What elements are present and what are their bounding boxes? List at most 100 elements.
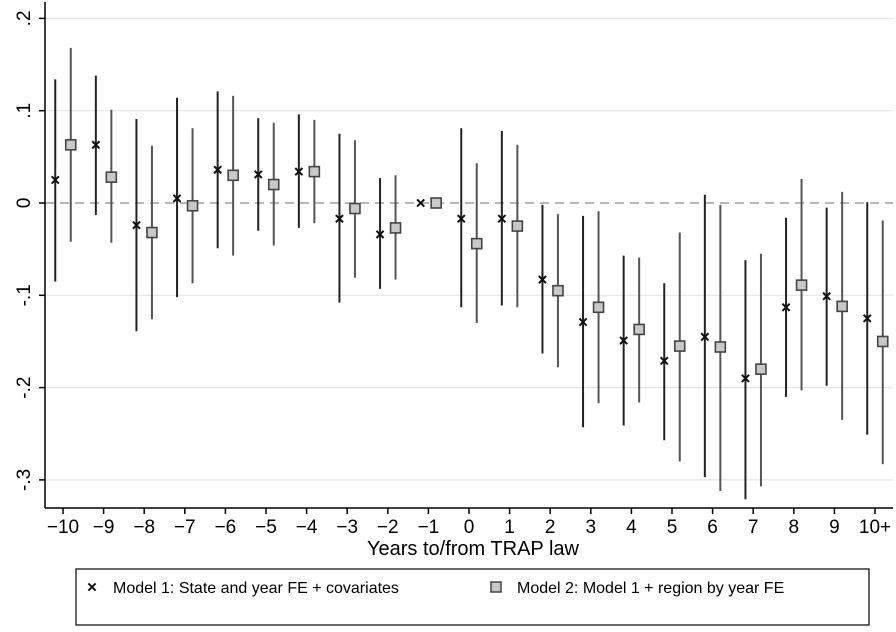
point-series2-8: [389, 222, 402, 234]
point-series1-19: [822, 291, 831, 301]
point-series2-16: [714, 341, 727, 353]
x-stroke-b: [862, 314, 872, 323]
x-tick-label-1: −9: [93, 517, 115, 538]
x-stroke-b: [172, 194, 182, 203]
x-stroke-b: [456, 214, 466, 223]
legend-label-series1: Model 1: State and year FE + covariates: [113, 580, 399, 597]
legend-box: [75, 568, 870, 626]
x-stroke-b: [294, 167, 304, 176]
legend-marker-square-icon: [490, 581, 502, 593]
point-estimates: [50, 139, 889, 383]
legend-label-series2: Model 2: Model 1 + region by year FE: [517, 580, 784, 597]
x-stroke-b: [213, 165, 222, 175]
x-tick-label-14: 4: [626, 517, 637, 538]
x-stroke-b: [659, 356, 669, 366]
point-series2-11: [511, 220, 524, 232]
x-tick-label-15: 5: [667, 517, 678, 538]
point-series1-10: [456, 214, 466, 223]
y-tick-label-3: -.1: [14, 284, 35, 306]
x-tick-label-10: 0: [464, 517, 475, 538]
x-stroke-b: [538, 275, 547, 284]
x-stroke-b: [822, 291, 831, 301]
y-tick-label-0: .2: [14, 10, 35, 26]
point-series2-10: [470, 237, 483, 250]
x-tick-label-19: 9: [829, 517, 840, 538]
point-series1-16: [700, 332, 710, 342]
y-tick-label-4: -.2: [14, 377, 35, 399]
x-tick-label-0: −10: [47, 517, 79, 538]
point-series1-3: [172, 194, 182, 203]
point-series1-6: [294, 167, 304, 176]
x-tick-label-20: 10+: [859, 517, 891, 538]
point-series1-15: [659, 356, 669, 366]
x-tick-label-3: −7: [174, 517, 196, 538]
x-tick-label-5: −5: [255, 517, 277, 538]
y-tick-label-1: .1: [14, 103, 35, 119]
x-tick-label-7: −3: [336, 517, 358, 538]
point-series1-5: [253, 170, 263, 179]
point-series2-12: [552, 284, 564, 297]
point-series2-19: [836, 300, 848, 313]
x-tick-label-8: −2: [377, 517, 399, 538]
point-series2-4: [227, 169, 239, 182]
point-series2-3: [186, 199, 199, 212]
x-tick-label-9: −1: [418, 517, 440, 538]
x-tick-label-12: 2: [545, 517, 556, 538]
legend-marker-x-icon: [87, 582, 97, 592]
point-series2-18: [795, 279, 808, 291]
point-series1-11: [497, 214, 507, 223]
x-tick-label-2: −8: [133, 517, 155, 538]
point-series2-20: [876, 335, 889, 348]
point-series1-20: [862, 314, 872, 323]
x-tick-label-16: 6: [707, 517, 718, 538]
x-stroke-b: [700, 332, 710, 342]
point-series1-2: [132, 220, 141, 230]
legend: Model 1: State and year FE + covariates M…: [75, 568, 870, 626]
x-stroke-b: [416, 198, 425, 208]
x-stroke-b: [50, 175, 60, 185]
point-series1-9: [416, 198, 425, 208]
point-series1-14: [619, 336, 628, 345]
point-series2-1: [105, 171, 118, 183]
y-tick-label-2: 0: [14, 198, 35, 209]
axes: .2.10-.1-.2-.3−10 −9 −8 −7 −6 −5 −4 −3 −2 −1 0 1 2 3 4…: [14, 2, 893, 538]
point-series1-1: [91, 140, 101, 150]
x-stroke-b: [741, 374, 750, 383]
point-series2-15: [673, 340, 686, 352]
x-stroke-b: [132, 220, 141, 230]
x-stroke-b: [335, 214, 344, 223]
point-series2-0: [64, 139, 77, 151]
point-series1-12: [538, 275, 547, 284]
point-series2-13: [592, 301, 605, 314]
x-stroke-b: [91, 140, 101, 150]
x-axis-label: Years to/from TRAP law: [367, 538, 580, 560]
point-series1-17: [741, 374, 750, 383]
point-series2-17: [755, 363, 767, 375]
x-tick-label-17: 7: [748, 517, 759, 538]
x-stroke-b: [619, 336, 628, 345]
legend-x-b: [87, 582, 97, 592]
point-series1-4: [213, 165, 222, 175]
x-tick-label-6: −4: [296, 517, 318, 538]
x-tick-label-18: 8: [789, 517, 800, 538]
point-series2-7: [349, 202, 361, 215]
x-tick-label-4: −6: [215, 517, 237, 538]
point-series1-13: [578, 317, 588, 327]
point-series2-14: [633, 323, 645, 336]
x-stroke-b: [253, 170, 263, 179]
point-series1-8: [375, 230, 385, 239]
point-series2-5: [267, 178, 280, 191]
x-stroke-b: [781, 302, 791, 312]
point-series2-6: [308, 165, 321, 178]
y-tick-label-5: -.3: [14, 469, 35, 491]
x-tick-label-11: 1: [504, 517, 515, 538]
grid-lines: [45, 17, 893, 481]
point-series1-0: [50, 175, 60, 185]
x-stroke-b: [375, 230, 385, 239]
point-series2-9: [430, 197, 442, 209]
point-series2-2: [146, 226, 158, 239]
confidence-intervals: [54, 47, 884, 500]
point-series1-7: [335, 214, 344, 223]
